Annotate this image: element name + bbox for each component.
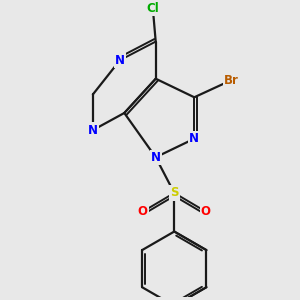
Text: N: N xyxy=(189,132,199,145)
Text: Cl: Cl xyxy=(146,2,159,15)
Text: S: S xyxy=(170,187,178,200)
Text: Br: Br xyxy=(224,74,239,87)
Text: N: N xyxy=(115,54,125,67)
Text: N: N xyxy=(88,124,98,136)
Text: N: N xyxy=(151,151,161,164)
Text: O: O xyxy=(201,205,211,218)
Text: O: O xyxy=(138,205,148,218)
